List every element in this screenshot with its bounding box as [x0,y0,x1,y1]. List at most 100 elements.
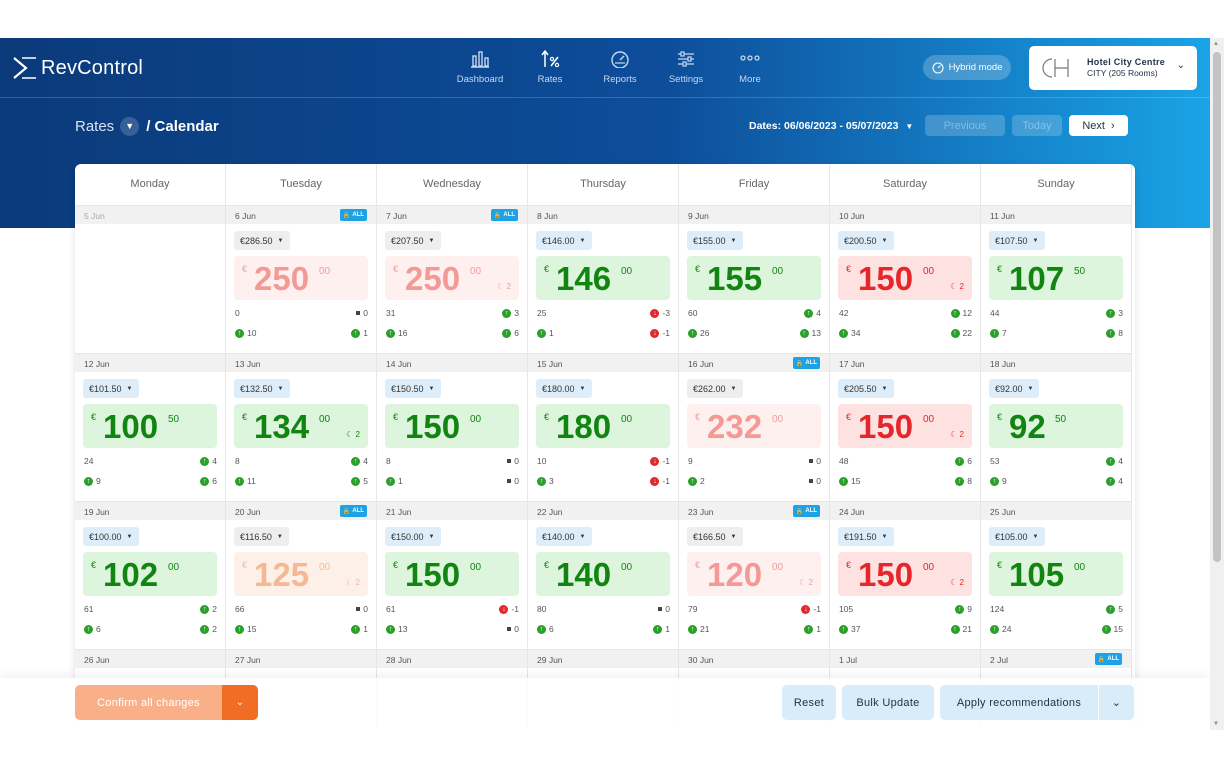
price-box[interactable]: €150 00 ☾ 2 [838,404,972,448]
price-box[interactable]: €92 50 [989,404,1123,448]
lock-all-badge[interactable]: 🔒 ALL [340,209,367,221]
recommended-rate-dropdown[interactable]: €191.50 ▼ [838,527,894,546]
price-box[interactable]: €125 00 ☾ 2 [234,552,368,596]
reset-button[interactable]: Reset [782,685,836,720]
day-cell[interactable]: 19 Jun €100.00 ▼ €102 00 61 ↑ 2 ↑ 6 ↑ 2 [75,501,226,649]
nav-settings[interactable]: Settings [654,50,718,85]
nav-reports[interactable]: Reports [588,50,652,85]
day-cell[interactable]: 17 Jun €205.50 ▼ €150 00 ☾ 2 48 ↑ 6 ↑ 15 ↑ 8 [830,353,981,501]
day-date: 18 Jun [990,359,1016,369]
apply-recommendations-button[interactable]: Apply recommendations [940,685,1098,720]
recommended-rate-dropdown[interactable]: €207.50 ▼ [385,231,441,250]
bulk-update-button[interactable]: Bulk Update [842,685,934,720]
recommended-rate-dropdown[interactable]: €116.50 ▼ [234,527,289,546]
price-box[interactable]: €140 00 [536,552,670,596]
recommended-rate-dropdown[interactable]: €150.50 ▼ [385,379,441,398]
recommended-rate-dropdown[interactable]: €205.50 ▼ [838,379,894,398]
nav-more[interactable]: More [718,50,782,85]
recommended-rate-dropdown[interactable]: €105.00 ▼ [989,527,1045,546]
day-cell[interactable]: 20 Jun 🔒 ALL €116.50 ▼ €125 00 ☾ 2 66 0 ↑ 15 ↑ 1 [226,501,377,649]
day-cell[interactable]: 7 Jun 🔒 ALL €207.50 ▼ €250 00 ☾ 2 31 ↑ 3 ↑ 16 ↑ 6 [377,205,528,353]
price-box[interactable]: €232 00 [687,404,821,448]
lock-all-badge[interactable]: 🔒 ALL [491,209,518,221]
recommended-rate-dropdown[interactable]: €146.00 ▼ [536,231,592,250]
price-box[interactable]: €150 00 [385,552,519,596]
hybrid-mode-toggle[interactable]: Hybrid mode [923,55,1011,80]
hotel-selector[interactable]: Hotel City Centre CITY (205 Rooms) ⌄ [1029,46,1197,90]
day-cell[interactable]: 23 Jun 🔒 ALL €166.50 ▼ €120 00 ☾ 2 79 ↓ -1 ↑ 21 ↑ 1 [679,501,830,649]
confirm-options-button[interactable]: ⌄ [222,685,258,720]
day-date-bar: 13 Jun [226,354,376,372]
scroll-down-icon[interactable]: ▼ [1213,721,1219,727]
pickup-row: ↑ 3 ↓ -1 [537,476,670,488]
day-cell[interactable]: 13 Jun €132.50 ▼ €134 00 ☾ 2 8 ↑ 4 ↑ 11 ↑ 5 [226,353,377,501]
vertical-scrollbar[interactable]: ▲ ▼ [1210,38,1224,730]
day-cell[interactable]: 5 Jun [75,205,226,353]
day-cell[interactable]: 11 Jun €107.50 ▼ €107 50 44 ↑ 3 ↑ 7 ↑ 8 [981,205,1132,353]
recommended-rate-dropdown[interactable]: €155.00 ▼ [687,231,743,250]
price-box[interactable]: €150 00 [385,404,519,448]
price-box[interactable]: €150 00 ☾ 2 [838,256,972,300]
day-cell[interactable]: 25 Jun €105.00 ▼ €105 00 124 ↑ 5 ↑ 24 ↑ 15 [981,501,1132,649]
recommended-rate-dropdown[interactable]: €150.00 ▼ [385,527,441,546]
revcontrol-logo[interactable]: RevControl [12,55,143,81]
chevron-down-icon[interactable]: ▼ [120,117,140,136]
price-box[interactable]: €134 00 ☾ 2 [234,404,368,448]
nav-rates[interactable]: Rates [518,50,582,85]
price-box[interactable]: €250 00 [234,256,368,300]
day-cell[interactable]: 15 Jun €180.00 ▼ €180 00 10 ↓ -1 ↑ 3 ↓ -1 [528,353,679,501]
day-cell[interactable]: 9 Jun €155.00 ▼ €155 00 60 ↑ 4 ↑ 26 ↑ 13 [679,205,830,353]
day-cell[interactable]: 21 Jun €150.00 ▼ €150 00 61 ↓ -1 ↑ 13 0 [377,501,528,649]
nav-dashboard[interactable]: Dashboard [448,50,512,85]
price-box[interactable]: €120 00 ☾ 2 [687,552,821,596]
price-box[interactable]: €100 50 [83,404,217,448]
lock-all-badge[interactable]: 🔒 ALL [793,357,820,369]
day-cell[interactable]: 16 Jun 🔒 ALL €262.00 ▼ €232 00 9 0 ↑ 2 0 [679,353,830,501]
day-cell[interactable]: 14 Jun €150.50 ▼ €150 00 8 0 ↑ 1 0 [377,353,528,501]
next-button[interactable]: Next › [1069,115,1128,136]
apply-options-button[interactable]: ⌄ [1099,685,1134,720]
scrollbar-thumb[interactable] [1213,52,1221,562]
recommended-rate-dropdown[interactable]: €132.50 ▼ [234,379,290,398]
day-cell[interactable]: 12 Jun €101.50 ▼ €100 50 24 ↑ 4 ↑ 9 ↑ 6 [75,353,226,501]
price-box[interactable]: €105 00 [989,552,1123,596]
recommended-rate-dropdown[interactable]: €140.00 ▼ [536,527,592,546]
price-box[interactable]: €107 50 [989,256,1123,300]
recommended-rate-dropdown[interactable]: €286.50 ▼ [234,231,290,250]
price-box[interactable]: €180 00 [536,404,670,448]
day-date: 11 Jun [990,211,1015,221]
date-range-selector[interactable]: Dates: 06/06/2023 - 05/07/2023 ▼ [749,120,913,132]
recommended-rate-dropdown[interactable]: €200.50 ▼ [838,231,894,250]
day-cell[interactable]: 24 Jun €191.50 ▼ €150 00 ☾ 2 105 ↑ 9 ↑ 37 ↑ 21 [830,501,981,649]
price-box[interactable]: €146 00 [536,256,670,300]
caret-down-icon: ▼ [126,385,133,392]
occupancy-change: 5 [1118,604,1123,614]
day-cell[interactable]: 22 Jun €140.00 ▼ €140 00 80 0 ↑ 6 ↑ 1 [528,501,679,649]
day-cell[interactable]: 6 Jun 🔒 ALL €286.50 ▼ €250 00 0 0 ↑ 10 ↑ 1 [226,205,377,353]
price-box[interactable]: €155 00 [687,256,821,300]
recommended-rate-dropdown[interactable]: €166.50 ▼ [687,527,743,546]
previous-button[interactable]: Previous [925,115,1005,136]
lock-all-badge[interactable]: 🔒 ALL [340,505,367,517]
day-cell[interactable]: 10 Jun €200.50 ▼ €150 00 ☾ 2 42 ↑ 12 ↑ 34 ↑ 22 [830,205,981,353]
recommended-rate-dropdown[interactable]: €180.00 ▼ [536,379,592,398]
scroll-up-icon[interactable]: ▲ [1213,41,1219,47]
confirm-all-changes-button[interactable]: Confirm all changes [75,685,222,720]
price-box[interactable]: €250 00 ☾ 2 [385,256,519,300]
recommended-rate-dropdown[interactable]: €100.00 ▼ [83,527,139,546]
lock-all-badge[interactable]: 🔒 ALL [1095,653,1122,665]
recommended-rate-dropdown[interactable]: €262.00 ▼ [687,379,743,398]
moon-icon: ☾ [950,430,958,439]
price-decimal: 00 [621,266,633,277]
recommended-rate-dropdown[interactable]: €92.00 ▼ [989,379,1040,398]
price-box[interactable]: €102 00 [83,552,217,596]
day-cell[interactable]: 8 Jun €146.00 ▼ €146 00 25 ↓ -3 ↑ 1 ↓ -1 [528,205,679,353]
day-cell[interactable]: 18 Jun €92.00 ▼ €92 50 53 ↑ 4 ↑ 9 ↑ 4 [981,353,1132,501]
recommended-rate-dropdown[interactable]: €101.50 ▼ [83,379,139,398]
price-box[interactable]: €150 00 ☾ 2 [838,552,972,596]
price-integer: 232 [707,408,763,445]
lock-all-badge[interactable]: 🔒 ALL [793,505,820,517]
breadcrumb-rates[interactable]: Rates [75,118,115,135]
today-button[interactable]: Today [1012,115,1062,136]
recommended-rate-dropdown[interactable]: €107.50 ▼ [989,231,1045,250]
